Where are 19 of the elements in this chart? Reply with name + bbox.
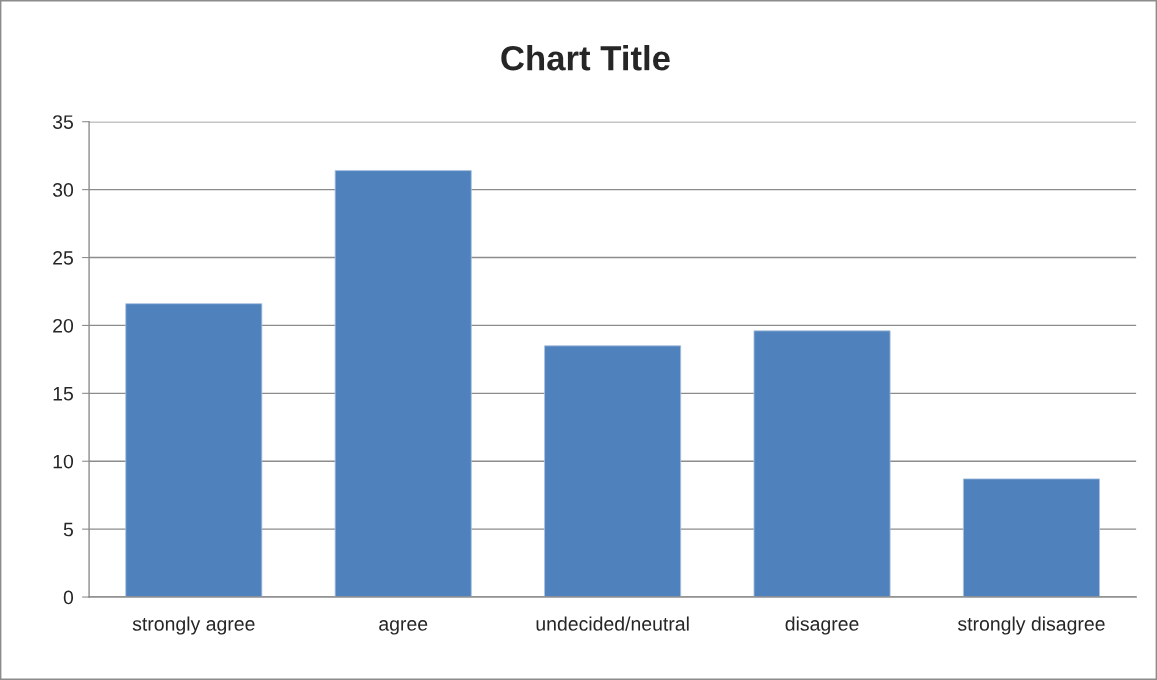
y-tick-label: 35 (52, 115, 73, 129)
y-tick-label: 5 (63, 522, 73, 537)
y-tick-label: 20 (53, 318, 74, 333)
bar (544, 345, 682, 598)
chart-title: Chart Title (501, 45, 670, 71)
x-tick-label: disagree (785, 616, 859, 635)
y-tick-label: 30 (52, 183, 74, 197)
bar (753, 330, 891, 598)
y-tick-label: 10 (53, 454, 74, 469)
x-tick-label: strongly agree (132, 616, 255, 635)
bar (334, 170, 472, 598)
bar (962, 478, 1100, 598)
y-tick-label: 15 (53, 387, 73, 401)
y-tick-label: 0 (63, 590, 74, 605)
bar (125, 303, 263, 598)
y-tick-label: 25 (53, 250, 73, 265)
x-tick-label: strongly disagree (957, 616, 1105, 635)
x-tick-label: undecided/neutral (536, 616, 689, 631)
x-tick-label: agree (379, 620, 428, 635)
